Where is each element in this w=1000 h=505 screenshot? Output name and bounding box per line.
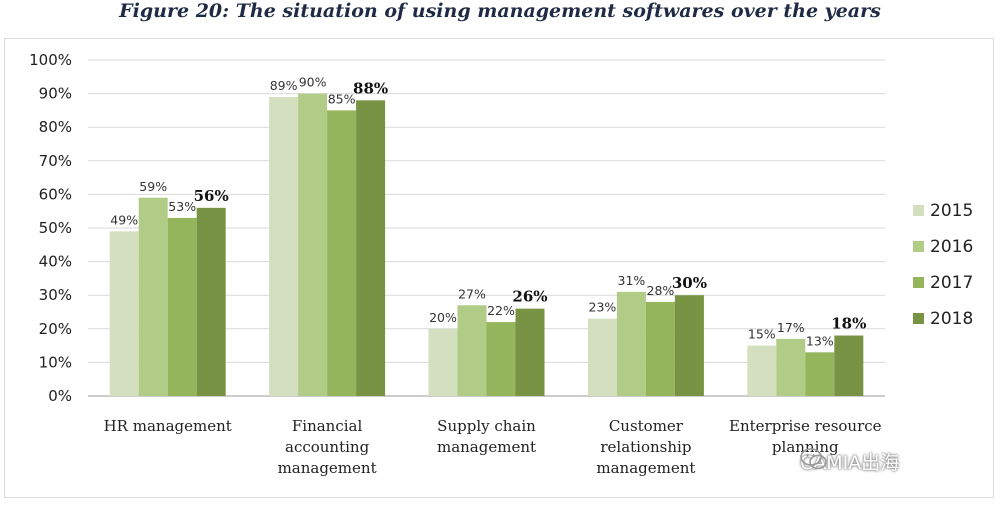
bar-2018	[674, 295, 704, 396]
y-tick-label: 50%	[39, 219, 72, 237]
data-label: 56%	[194, 187, 229, 205]
bars	[109, 93, 864, 397]
data-label: 23%	[589, 300, 617, 315]
y-tick-label: 0%	[48, 387, 72, 405]
legend-label: 2016	[930, 237, 973, 257]
category-label: management	[437, 438, 536, 456]
bar-2018	[356, 100, 386, 396]
category-label: accounting	[285, 438, 370, 456]
category-label: Customer	[609, 417, 684, 435]
bar-2017	[645, 301, 675, 396]
data-label: 59%	[139, 179, 167, 194]
category-label: HR management	[104, 417, 232, 435]
data-label: 27%	[458, 286, 486, 301]
data-label: 18%	[831, 315, 866, 333]
data-label: 26%	[512, 288, 547, 306]
legend-swatch-2016	[913, 241, 924, 252]
data-label: 88%	[353, 79, 388, 97]
bar-2018	[196, 207, 226, 396]
data-label: 89%	[270, 78, 298, 93]
y-tick-label: 20%	[39, 320, 72, 338]
y-tick-label: 30%	[39, 286, 72, 304]
data-label: 20%	[429, 310, 457, 325]
bar-2018	[515, 308, 545, 396]
chart-frame	[4, 38, 994, 498]
data-label: 13%	[806, 333, 834, 348]
y-tick-label: 70%	[39, 152, 72, 170]
legend-label: 2017	[930, 273, 973, 293]
category-label: management	[278, 459, 377, 477]
data-label: 49%	[110, 212, 138, 227]
y-axis-ticks: 0% 10% 20% 30% 40% 50% 60% 70% 80% 90% 100%	[29, 51, 72, 405]
legend-swatch-2018	[913, 313, 924, 324]
category-label: relationship	[600, 438, 691, 456]
data-label: 22%	[487, 303, 515, 318]
legend-label: 2015	[930, 201, 973, 221]
data-label: 17%	[777, 320, 805, 335]
data-label: 15%	[748, 327, 776, 342]
bar-2015	[587, 318, 617, 396]
bar-2016	[616, 291, 646, 396]
bar-2017	[167, 217, 197, 396]
legend: 2015 2016 2017 2018	[913, 201, 973, 329]
bar-2017	[805, 352, 835, 396]
y-tick-label: 60%	[39, 185, 72, 203]
legend-swatch-2017	[913, 277, 924, 288]
y-tick-label: 40%	[39, 253, 72, 271]
data-label: 85%	[328, 91, 356, 106]
bar-2016	[298, 93, 328, 396]
bar-2017	[327, 110, 357, 397]
bar-2015	[109, 231, 139, 396]
category-label: Enterprise resource	[729, 417, 882, 435]
legend-swatch-2015	[913, 205, 924, 216]
chart-title: Figure 20: The situation of using manage…	[119, 0, 881, 22]
data-label: 90%	[299, 75, 327, 90]
category-label: Financial	[292, 417, 363, 435]
bar-2016	[138, 197, 168, 396]
bar-2015	[747, 345, 777, 396]
wechat-icon	[800, 448, 827, 470]
category-label: management	[596, 459, 695, 477]
data-labels: 49%59%53%56%89% 90%85%88%20%27%22%26%23%3…	[110, 75, 866, 349]
y-tick-label: 100%	[29, 51, 72, 69]
bar-2015	[269, 96, 299, 397]
category-labels: HR management Financial accounting manageme…	[104, 417, 882, 477]
y-tick-label: 10%	[39, 353, 72, 371]
data-label: 28%	[647, 283, 675, 298]
bar-2016	[457, 305, 487, 396]
bar-2015	[428, 328, 458, 396]
data-label: 53%	[168, 199, 196, 214]
bar-2017	[486, 322, 516, 396]
category-label: Supply chain	[437, 417, 536, 435]
watermark: CAMIA出海	[800, 448, 899, 475]
y-tick-label: 90%	[39, 85, 72, 103]
category-label: planning	[772, 438, 839, 456]
y-tick-label: 80%	[39, 118, 72, 136]
data-label: 31%	[618, 273, 646, 288]
bar-2018	[834, 335, 864, 396]
data-label: 30%	[672, 274, 707, 292]
legend-label: 2018	[930, 309, 973, 329]
bar-2016	[776, 338, 806, 396]
